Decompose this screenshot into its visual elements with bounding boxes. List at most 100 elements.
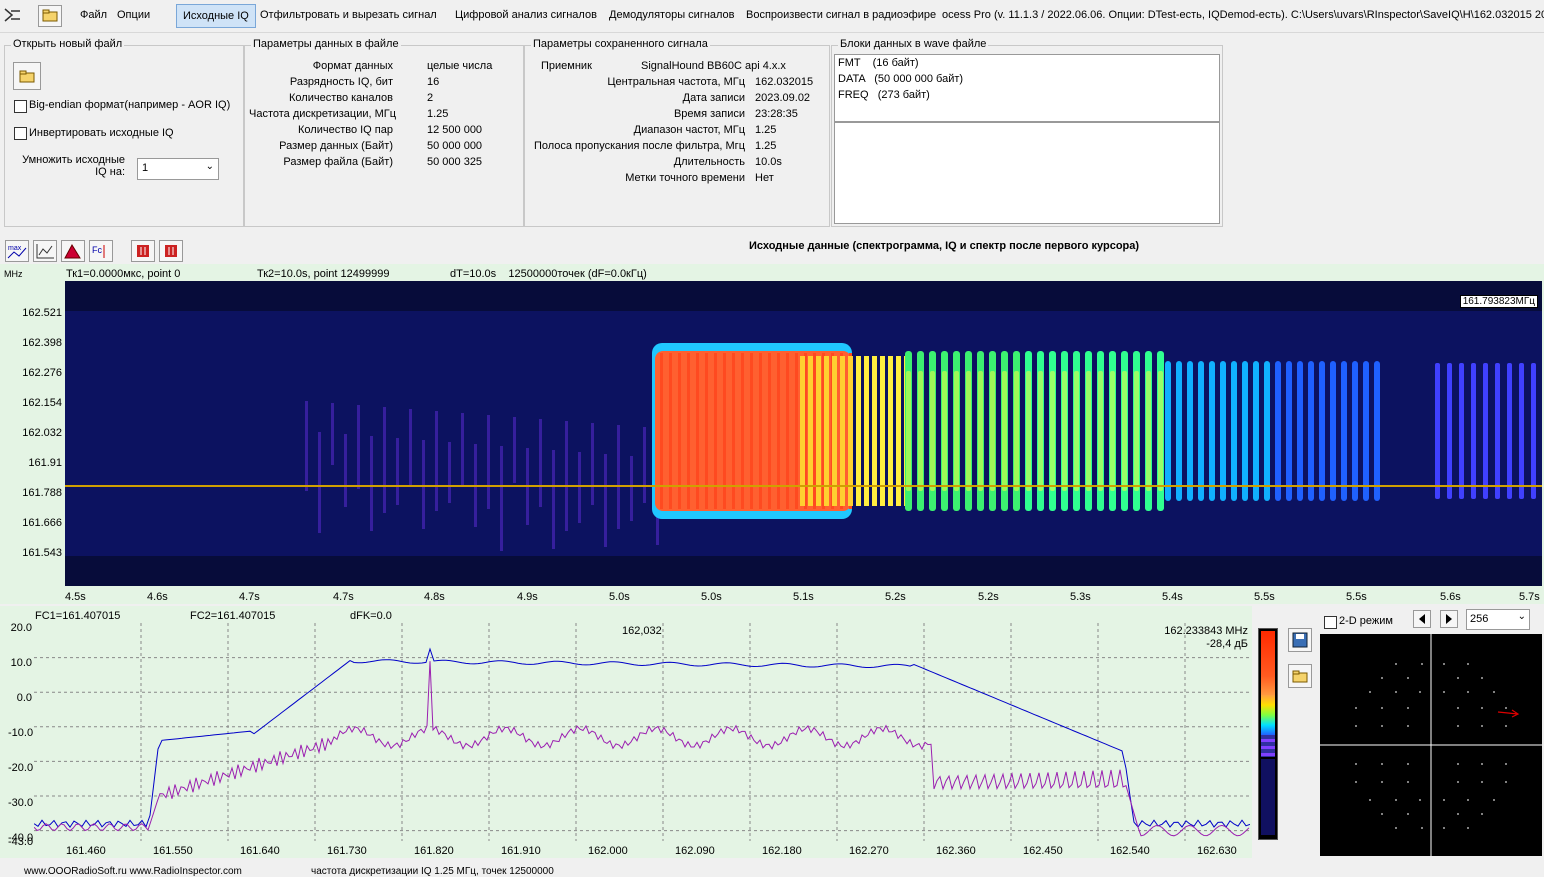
cursor-right-icon[interactable] [159,240,183,262]
delta-time: dT=10.0s 12500000точек (dF=0.0кГц) [450,268,647,280]
file-param-key: Количество IQ пар [298,124,393,136]
tab-filter[interactable]: Отфильтровать и вырезать сигнал [260,9,437,21]
center-freq-label: 162,032 [622,625,662,637]
spectrum-x-tick: 161.730 [327,845,367,857]
2d-mode-checkbox[interactable] [1324,616,1337,629]
max-hold-icon[interactable]: max [5,240,29,262]
spectrogram-image[interactable]: 161.793823МГц [65,281,1542,586]
spectrogram-x-tick: 4.8s [424,591,445,603]
saved-param-key: Дата записи [682,92,745,104]
spectrum-x-tick: 162.360 [936,845,976,857]
tab-demodulators[interactable]: Демодуляторы сигналов [609,9,735,21]
file-param-value: 16 [427,76,440,88]
svg-text:max: max [8,245,22,252]
multiply-label: Умножить исходные IQ на: [22,154,125,178]
cursor-tk2: Тк2=10.0s, point 12499999 [257,268,390,280]
open-folder-icon[interactable] [38,5,62,27]
file-param-key: Частота дискретизации, МГц [249,108,397,120]
status-bar: www.OOORadioSoft.ru www.RadioInspector.c… [0,860,1544,877]
multiply-select[interactable]: 1 ⌄ [137,158,219,180]
spectrum-x-tick: 162.000 [588,845,628,857]
spectrogram-x-tick: 5.5s [1346,591,1367,603]
cursor-left-icon[interactable] [131,240,155,262]
saved-params-title: Параметры сохраненного сигнала [531,38,710,50]
big-endian-checkbox[interactable] [14,100,27,113]
load-folder-icon[interactable] [1288,664,1312,688]
file-param-value: 2 [427,92,434,104]
prev-arrow-icon[interactable] [1413,610,1431,628]
open-file-button[interactable] [13,62,41,90]
spectrum-plot[interactable]: 162,032 162.233843 MHz -28,4 дБ [33,623,1251,841]
saved-params-group: Параметры сохраненного сигнала Приемник … [524,38,830,227]
spectrogram-x-tick: 4.7s [333,591,354,603]
iq-constellation[interactable] [1320,634,1542,856]
save-disk-icon[interactable] [1288,628,1312,652]
saved-param-value: 1.25 [755,140,777,152]
open-file-title: Открыть новый файл [11,38,125,50]
freq-unit-label: MHz [4,269,23,279]
open-file-group: Открыть новый файл Big-endian формат(нап… [4,38,244,227]
spectrum-x-tick: 161.460 [66,845,106,857]
spectrum-y-tick: -30.0 [8,797,34,809]
file-param-key: Разрядность IQ, бит [289,76,393,88]
file-param-value: 50 000 325 [427,156,483,168]
svg-text:Fc: Fc [92,245,102,255]
wave-block-item[interactable]: DATA (50 000 000 байт) [838,73,964,85]
tab-source-iq[interactable]: Исходные IQ [176,4,256,28]
2d-mode-label: 2-D режим [1339,615,1393,627]
multiply-value: 1 [142,162,149,174]
saved-param-value: 10.0s [755,156,782,168]
invert-iq-checkbox[interactable] [14,127,27,140]
marker-frequency: 161.793823МГц [1459,295,1538,308]
spectrogram-x-tick: 5.1s [793,591,814,603]
spectrum-chart-icon[interactable] [33,240,57,262]
spectrum-x-tick: 162.180 [762,845,802,857]
saved-param-key: Полоса пропускания после фильтра, Мгц [533,140,745,152]
wave-block-item[interactable]: FREQ (273 байт) [838,89,930,101]
spectrum-x-tick: 162.090 [675,845,715,857]
tab-digital-analysis[interactable]: Цифровой анализ сигналов [455,9,597,21]
spectrogram-x-tick: 5.3s [1070,591,1091,603]
file-param-value: 12 500 000 [427,124,483,136]
wave-block-item[interactable]: FMT (16 байт) [838,57,919,69]
spectrum-x-tick: 162.630 [1197,845,1237,857]
wave-blocks-title: Блоки данных в wave файле [838,38,989,50]
invert-iq-label: Инвертировать исходные IQ [29,127,174,139]
file-param-value: 1.25 [427,108,449,120]
spectrum-y-tick: -43.0 [8,836,34,848]
fc1-label: FC1=161.407015 [35,610,121,622]
dfk-label: dFK=0.0 [350,610,392,622]
color-scale-bar[interactable] [1258,628,1278,840]
spectrogram-y-tick: 162.276 [22,367,62,379]
big-endian-label: Big-endian формат(например - AOR IQ) [29,99,231,111]
file-params-title: Параметры данных в файле [251,38,401,50]
fc-cursor-icon[interactable]: Fc [89,240,113,262]
cursor-tk1: Тк1=0.0000мкс, point 0 [66,268,181,280]
cursor-freq-label: 162.233843 MHz [1164,625,1248,637]
file-param-value: целые числа [427,60,493,72]
spectrogram-x-tick: 5.5s [1254,591,1275,603]
saved-param-value: 1.25 [755,124,777,136]
spectrum-y-tick: -20.0 [8,762,34,774]
histogram-icon[interactable] [61,240,85,262]
spectrogram-y-tick: 162.032 [22,427,62,439]
chevron-down-icon: ⌄ [1517,611,1526,622]
spectrogram-x-tick: 4.5s [65,591,86,603]
menu-file[interactable]: Файл [80,9,108,21]
app-icon [2,5,24,25]
tab-play-signal[interactable]: Воспроизвести сигнал в радиоэфире [746,9,937,21]
menu-options[interactable]: Опции [117,9,151,21]
file-param-value: 50 000 000 [427,140,483,152]
spectrum-x-tick: 162.540 [1110,845,1150,857]
spectrum-y-tick: 0.0 [16,692,32,704]
next-arrow-icon[interactable] [1440,610,1458,628]
spectrogram-y-tick: 162.521 [22,307,62,319]
wave-blocks-list[interactable]: FMT (16 байт) DATA (50 000 000 байт) FREQ … [834,54,1220,122]
spectrum-panel: FC1=161.407015 FC2=161.407015 dFK=0.0 16… [0,606,1252,858]
spectrum-x-tick: 161.820 [414,845,454,857]
receiver-label: Приемник [541,60,592,72]
points-select[interactable]: 256 ⌄ [1466,609,1530,630]
spectrogram-x-tick: 4.6s [147,591,168,603]
spectrogram-x-tick: 5.7s [1519,591,1540,603]
iq-panel: 2-D режим 256 ⌄ [1318,606,1544,858]
